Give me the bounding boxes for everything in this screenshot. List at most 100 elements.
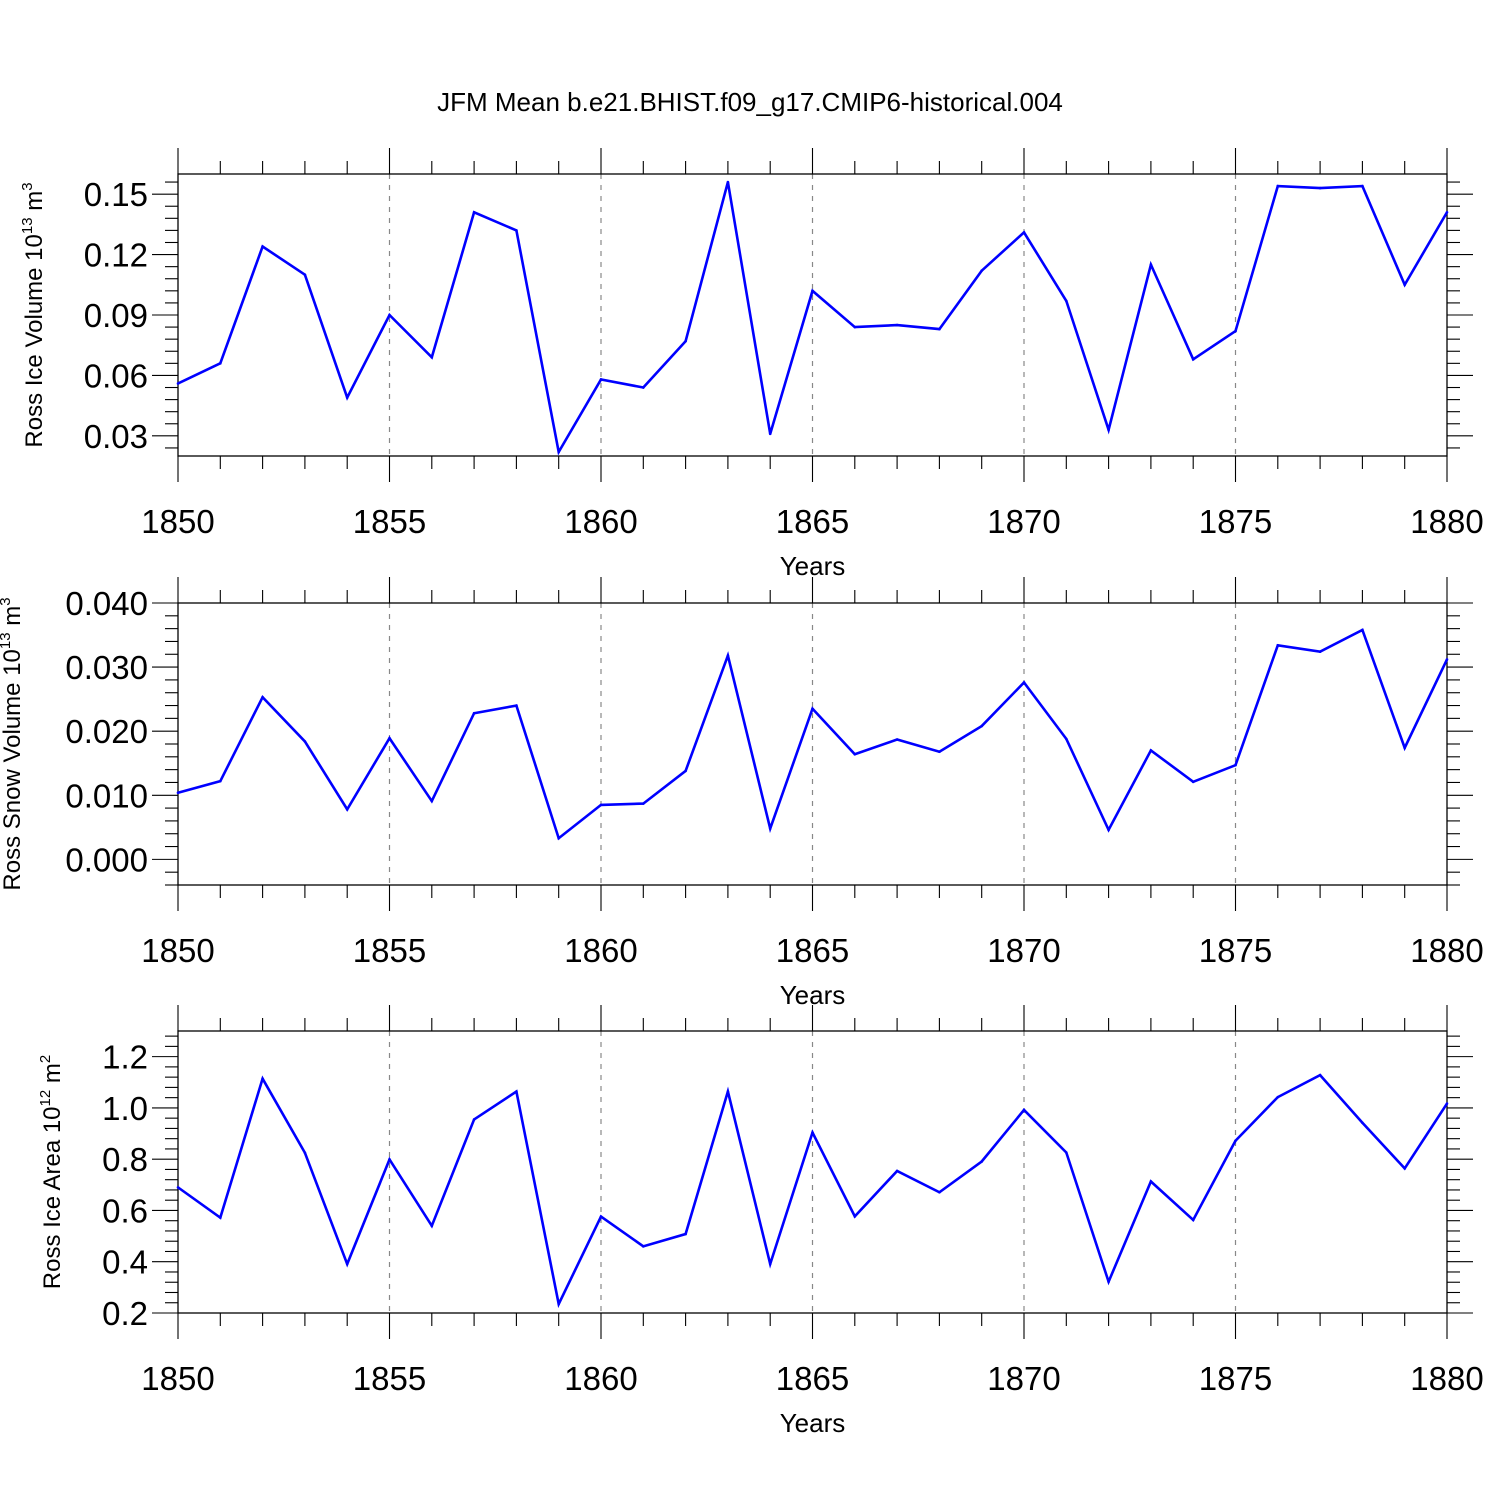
data-point [345,396,349,399]
data-point [261,1077,264,1080]
data-point [1107,1280,1110,1284]
data-point [980,724,983,728]
plot-frame [177,602,1448,886]
data-point [1403,1167,1406,1170]
data-point [1234,763,1237,767]
chart-panel-1: 1850 1855 1860 1865 1870 1875 1880 Years 0.03 0.0… [19,148,1484,581]
data-point [219,779,222,783]
chart-panel-2: 1850 1855 1860 1865 1870 1875 1880Years0.0000.… [0,577,1484,1010]
data-point [303,740,307,743]
data-point [1191,1218,1195,1222]
data-point [430,799,434,803]
data-point [1445,210,1449,214]
data-point [895,323,899,327]
y-axis-label-text: Ross Ice Area 10 [39,1106,66,1289]
x-tick-label: 1850 [141,1360,214,1397]
x-tick-label: 1860 [564,503,637,540]
x-tick-label: 1865 [776,503,849,540]
x-axis-label: Years [780,1408,846,1438]
data-point [176,1186,180,1189]
data-point [811,707,814,711]
y-axis-label: Ross Snow Volume 1013 m3 [0,597,26,890]
data-point [853,325,857,329]
data-point [345,1262,349,1266]
data-point [684,339,687,343]
data-point [303,1151,307,1155]
data-point [1276,184,1280,188]
y-tick-label: 0.12 [84,237,148,274]
x-axis-label: Years [780,551,846,581]
y-axis-label-unit-exponent: 3 [0,597,14,605]
data-point [345,808,349,811]
data-point [261,695,264,699]
data-point [1361,184,1364,188]
data-point [599,803,603,807]
data-point [472,1118,476,1121]
data-point [938,1190,941,1194]
data-point [853,752,857,756]
data-point [853,1215,857,1218]
x-tick-label: 1860 [564,1360,637,1397]
x-tick-label: 1860 [564,932,637,969]
data-point [1234,329,1237,333]
data-point [599,378,603,381]
chart-title: JFM Mean b.e21.BHIST.f09_g17.CMIP6-histo… [437,87,1063,117]
chart-panel-3: 1850 1855 1860 1865 1870 1875 1880 Years 0.2 0.4 0… [37,1005,1484,1438]
data-point [642,1245,645,1248]
y-tick-label: 0.8 [102,1141,148,1178]
data-point [1445,658,1449,661]
y-tick-label: 0.030 [65,649,148,686]
data-point [1234,1139,1237,1143]
y-tick-label: 0.06 [84,357,148,394]
data-point [1403,283,1406,287]
data-point [261,245,264,248]
data-point [1276,1095,1280,1099]
data-point [1318,1073,1322,1077]
x-tick-label: 1870 [987,1360,1060,1397]
data-point [642,386,645,389]
y-tick-label: 0.040 [65,585,148,622]
data-point [176,791,180,795]
x-tick-label: 1850 [141,932,214,969]
y-axis-label-exponent: 13 [19,217,36,234]
data-point [515,229,518,232]
y-tick-label: 0.03 [84,418,148,455]
y-tick-label: 0.15 [84,176,148,213]
data-point [1065,737,1068,741]
data-point [1403,746,1406,750]
data-point [557,836,560,840]
data-point [557,1302,560,1306]
x-tick-label: 1855 [353,1360,426,1397]
y-axis-label: Ross Ice Volume 1013 m3 [19,182,48,447]
data-point [1065,1151,1068,1154]
x-tick-label: 1855 [353,503,426,540]
data-point [980,1160,983,1163]
data-point [1022,681,1026,684]
data-point [303,273,307,277]
y-tick-label: 0.6 [102,1192,148,1229]
x-tick-label: 1870 [987,932,1060,969]
y-axis-label-unit: m [21,191,48,218]
data-point [684,1232,687,1236]
y-axis-label: Ross Ice Area 1012 m2 [37,1055,66,1289]
y-axis-label-exponent: 12 [37,1090,54,1107]
data-point [515,704,518,707]
data-point [1149,749,1153,752]
data-point [768,432,772,436]
data-point [430,356,434,359]
data-point [726,180,730,184]
y-tick-label: 0.010 [65,777,148,814]
data-point [811,289,814,293]
y-tick-label: 0.09 [84,297,148,334]
data-point [1191,358,1195,361]
data-point [938,750,941,753]
x-tick-label: 1875 [1199,932,1272,969]
data-point [1318,186,1322,190]
data-point [388,736,391,740]
plot-frame [177,173,1448,457]
x-tick-label: 1880 [1410,932,1483,969]
y-axis-label-text: Ross Ice Volume 10 [21,234,48,447]
data-point [1361,1121,1364,1125]
x-tick-label: 1875 [1199,1360,1272,1397]
